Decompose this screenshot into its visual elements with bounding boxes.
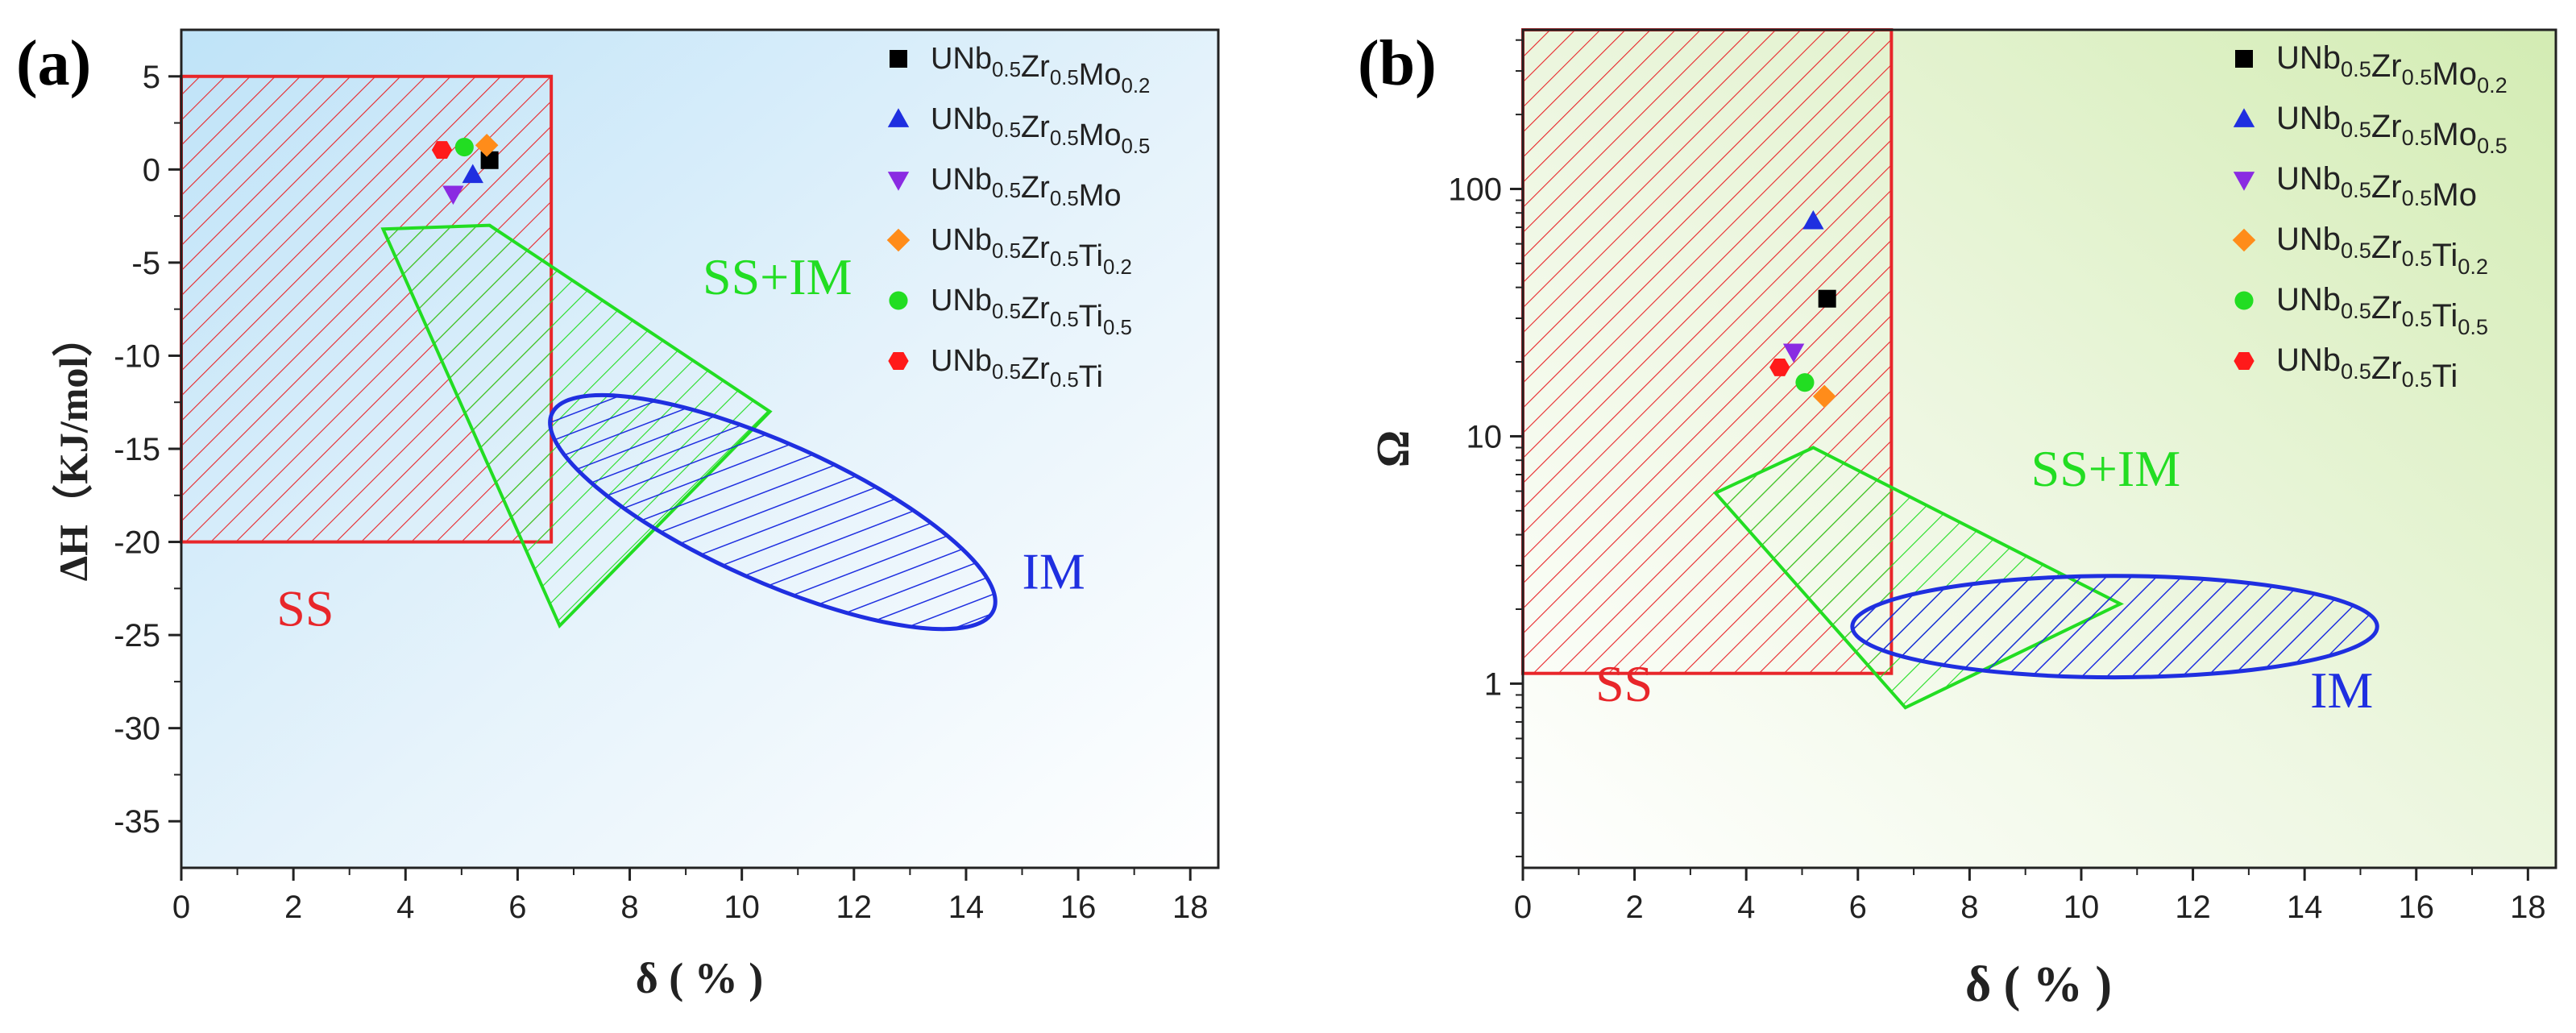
y-tick-label: -30 [114, 711, 160, 747]
legend-marker [2232, 228, 2256, 252]
legend-marker [889, 291, 908, 310]
region-ss-im-label: SS+IM [703, 248, 852, 305]
panel-label: (b) [1358, 28, 1437, 99]
x-tick-label: 0 [172, 890, 190, 925]
legend-entry: UNb0.5Zr0.5Mo [2276, 161, 2477, 213]
legend-marker [2233, 172, 2255, 191]
y-axis-label: ΔH（KJ/mol） [51, 317, 96, 582]
y-axis-label: Ω [1367, 430, 1419, 467]
region-layer: SS SS+IM IM [1521, 28, 2379, 719]
data-point [1795, 373, 1815, 392]
legend-marker [2234, 352, 2255, 370]
legend-marker [887, 108, 910, 127]
data-point [1769, 358, 1790, 376]
legend-entry: UNb0.5Zr0.5Ti0.2 [2276, 222, 2488, 279]
y-tick-label: -5 [131, 246, 160, 281]
data-point-layer [1769, 210, 1836, 409]
x-tick-label: 16 [2399, 890, 2435, 925]
panel-b: SS SS+IM IM 0 2 4 6 8 10 12 14 16 18 1 10 100 UNb0.5Zr… [1358, 28, 2557, 1012]
x-axis-label: δ ( % ) [1965, 957, 2112, 1012]
y-tick-label: 5 [143, 60, 160, 95]
region-im [548, 392, 998, 632]
legend-entry: UNb0.5Zr0.5Mo [931, 163, 1122, 213]
legend-marker [2234, 291, 2254, 310]
x-tick-label: 14 [2287, 890, 2323, 925]
data-point [480, 151, 499, 169]
legend-entry: UNb0.5Zr0.5Mo0.5 [2276, 101, 2508, 158]
legend-marker [886, 228, 911, 252]
panel-label: (a) [16, 28, 91, 99]
data-point [475, 133, 499, 157]
data-point [454, 138, 474, 157]
axes: 0 2 4 6 8 10 12 14 16 18 5 0 -5 -10 -15 -20 -25 -30 -35 [114, 60, 1208, 925]
legend: UNb0.5Zr0.5Mo0.2UNb0.5Zr0.5Mo0.5UNb0.5Zr… [886, 42, 1150, 394]
x-tick-label: 4 [396, 890, 414, 925]
y-tick-label: -20 [114, 525, 160, 561]
plot-frame [1521, 28, 2557, 869]
legend-marker [890, 50, 907, 68]
region-ss-im-label: SS+IM [2031, 440, 2181, 497]
legend-marker [2235, 50, 2253, 68]
legend-marker [888, 352, 909, 370]
x-tick-label: 2 [1625, 890, 1643, 925]
region-im [1850, 574, 2379, 680]
y-tick-label: -15 [114, 432, 160, 467]
legend-entry: UNb0.5Zr0.5Ti0.5 [2276, 282, 2488, 339]
x-tick-label: 2 [284, 890, 302, 925]
y-tick-label: 1 [1484, 666, 1502, 702]
x-axis-label: δ ( % ) [636, 954, 764, 1002]
x-tick-label: 0 [1514, 890, 1532, 925]
region-ss-label: SS [1595, 655, 1653, 712]
x-tick-label: 4 [1737, 890, 1755, 925]
x-tick-label: 8 [1960, 890, 1978, 925]
panel-a: SS SS+IM IM 0 2 4 6 8 10 12 14 16 18 5 0 -5 -10 -15 -20 -2… [16, 28, 1220, 1002]
x-tick-label: 16 [1060, 890, 1097, 925]
data-point [442, 185, 464, 205]
x-tick-label: 12 [2175, 890, 2211, 925]
x-tick-label: 10 [2064, 890, 2100, 925]
x-tick-label: 8 [620, 890, 638, 925]
data-point [462, 164, 483, 184]
legend-entry: UNb0.5Zr0.5Mo0.5 [931, 102, 1150, 158]
data-point [1812, 384, 1836, 409]
legend-entry: UNb0.5Zr0.5Mo0.2 [2276, 40, 2508, 97]
data-point [1818, 289, 1836, 308]
x-tick-label: 18 [1172, 890, 1209, 925]
x-tick-label: 10 [724, 890, 760, 925]
data-point [1802, 210, 1824, 230]
data-point [1782, 343, 1805, 363]
y-tick-label: -10 [114, 338, 160, 374]
x-tick-label: 12 [836, 890, 873, 925]
axes: 0 2 4 6 8 10 12 14 16 18 1 10 100 [1448, 39, 2546, 925]
legend-entry: UNb0.5Zr0.5Ti [2276, 342, 2458, 394]
legend-marker [2233, 108, 2255, 127]
x-tick-label: 6 [508, 890, 526, 925]
x-tick-label: 18 [2510, 890, 2546, 925]
legend-entry: UNb0.5Zr0.5Ti [931, 344, 1103, 394]
y-tick-label: 0 [143, 152, 160, 188]
legend-entry: UNb0.5Zr0.5Ti0.2 [931, 223, 1132, 279]
legend: UNb0.5Zr0.5Mo0.2UNb0.5Zr0.5Mo0.5UNb0.5Zr… [2232, 40, 2508, 394]
y-tick-label: 10 [1466, 419, 1503, 454]
x-tick-label: 14 [948, 890, 985, 925]
region-ss-label: SS [276, 580, 334, 637]
data-point [431, 141, 453, 160]
region-im-label: IM [2310, 662, 2373, 719]
y-tick-label: -25 [114, 618, 160, 653]
x-tick-label: 6 [1849, 890, 1867, 925]
legend-entry: UNb0.5Zr0.5Ti0.5 [931, 284, 1132, 339]
y-tick-label: -35 [114, 804, 160, 840]
legend-marker [887, 172, 910, 191]
data-point-layer [431, 133, 499, 205]
y-tick-label: 100 [1448, 172, 1502, 208]
region-im-label: IM [1023, 542, 1085, 599]
legend-entry: UNb0.5Zr0.5Mo0.2 [931, 42, 1150, 97]
